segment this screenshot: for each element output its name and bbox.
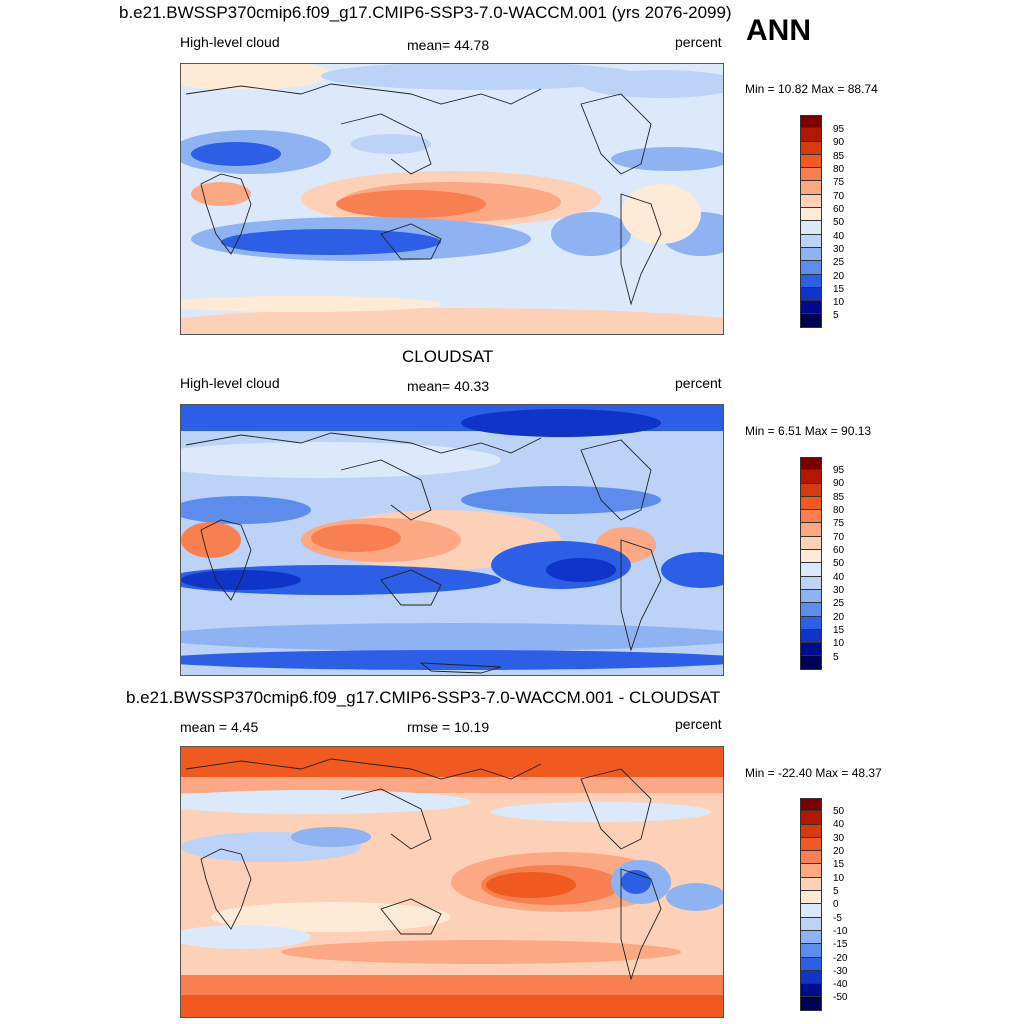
panel2-minmax: Min = 6.51 Max = 90.13 <box>745 424 872 438</box>
panel3-colorbar-label: 40 <box>833 819 845 830</box>
panel3-colorbar-label: -40 <box>833 979 848 990</box>
panel1-colorbar-label: 60 <box>833 204 845 215</box>
panel2-colorbar-label: 25 <box>833 598 845 609</box>
panel1-colorbar-label: 5 <box>833 310 839 321</box>
panel3-colorbar-label: 50 <box>833 806 845 817</box>
panel2-colorbar-label: 75 <box>833 518 845 529</box>
panel3-colorbar-label: -50 <box>833 992 848 1003</box>
panel3-colorbar-label: 20 <box>833 846 845 857</box>
panel1-units-label: percent <box>675 34 722 50</box>
panel3-rmse-label: rmse = 10.19 <box>407 719 490 735</box>
panel2-colorbar-label: 50 <box>833 558 845 569</box>
panel2-title: CLOUDSAT <box>402 347 494 366</box>
panel2-colorbar-label: 15 <box>833 625 845 636</box>
panel1-colorbar-label: 15 <box>833 284 845 295</box>
season-label: ANN <box>746 14 811 47</box>
panel3-colorbar-label: -20 <box>833 953 848 964</box>
panel2-colorbar-label: 70 <box>833 532 845 543</box>
panel2-colorbar-label: 10 <box>833 638 845 649</box>
panel1-colorbar-label: 50 <box>833 217 845 228</box>
panel3-colorbar-label: -10 <box>833 926 848 937</box>
panel1-colorbar-label: 80 <box>833 164 845 175</box>
panel3-minmax: Min = -22.40 Max = 48.37 <box>745 766 882 780</box>
panel3-colorbar-label: 0 <box>833 899 839 910</box>
panel3-colorbar-label: -15 <box>833 939 848 950</box>
panel2-colorbar-label: 90 <box>833 478 845 489</box>
panel2-colorbar-label: 40 <box>833 572 845 583</box>
panel1-colorbar-label: 10 <box>833 297 845 308</box>
panel2-mean-label: mean= 40.33 <box>407 378 490 394</box>
panel1-colorbar-label: 90 <box>833 137 845 148</box>
panel1-colorbar-label: 20 <box>833 271 845 282</box>
panel2-units-label: percent <box>675 375 722 391</box>
panel3-units-label: percent <box>675 716 722 732</box>
panel1-colorbar-label: 75 <box>833 177 845 188</box>
panel3-colorbar <box>800 798 822 1011</box>
panel1-colorbar <box>800 115 822 328</box>
panel3-mean-label: mean = 4.45 <box>180 719 259 735</box>
panel2-colorbar-label: 95 <box>833 465 845 476</box>
panel3-colorbar-label: -30 <box>833 966 848 977</box>
panel3-title: b.e21.BWSSP370cmip6.f09_g17.CMIP6-SSP3-7… <box>126 688 721 707</box>
panel3-colorbar-label: 15 <box>833 859 845 870</box>
panel2-colorbar-label: 20 <box>833 612 845 623</box>
panel3-colorbar-label: -5 <box>833 913 842 924</box>
panel2-colorbar <box>800 457 822 670</box>
panel3-colorbar-label: 30 <box>833 833 845 844</box>
panel1-colorbar-label: 95 <box>833 124 845 135</box>
panel2-colorbar-label: 30 <box>833 585 845 596</box>
panel3-colorbar-label: 5 <box>833 886 839 897</box>
panel1-colorbar-label: 70 <box>833 191 845 202</box>
panel2-colorbar-label: 85 <box>833 492 845 503</box>
panel1-colorbar-label: 30 <box>833 244 845 255</box>
panel2-colorbar-label: 5 <box>833 652 839 663</box>
panel1-mean-label: mean= 44.78 <box>407 37 490 53</box>
panel2-colorbar-label: 80 <box>833 505 845 516</box>
panel2-map <box>180 404 724 676</box>
panel3-map <box>180 746 724 1018</box>
panel1-variable-label: High-level cloud <box>180 34 280 50</box>
panel1-colorbar-label: 85 <box>833 151 845 162</box>
panel1-map <box>180 63 724 335</box>
panel1-colorbar-label: 25 <box>833 257 845 268</box>
panel3-colorbar-label: 10 <box>833 873 845 884</box>
panel2-colorbar-label: 60 <box>833 545 845 556</box>
panel1-title: b.e21.BWSSP370cmip6.f09_g17.CMIP6-SSP3-7… <box>119 3 732 22</box>
panel2-variable-label: High-level cloud <box>180 375 280 391</box>
panel1-minmax: Min = 10.82 Max = 88.74 <box>745 82 878 96</box>
panel1-colorbar-label: 40 <box>833 231 845 242</box>
